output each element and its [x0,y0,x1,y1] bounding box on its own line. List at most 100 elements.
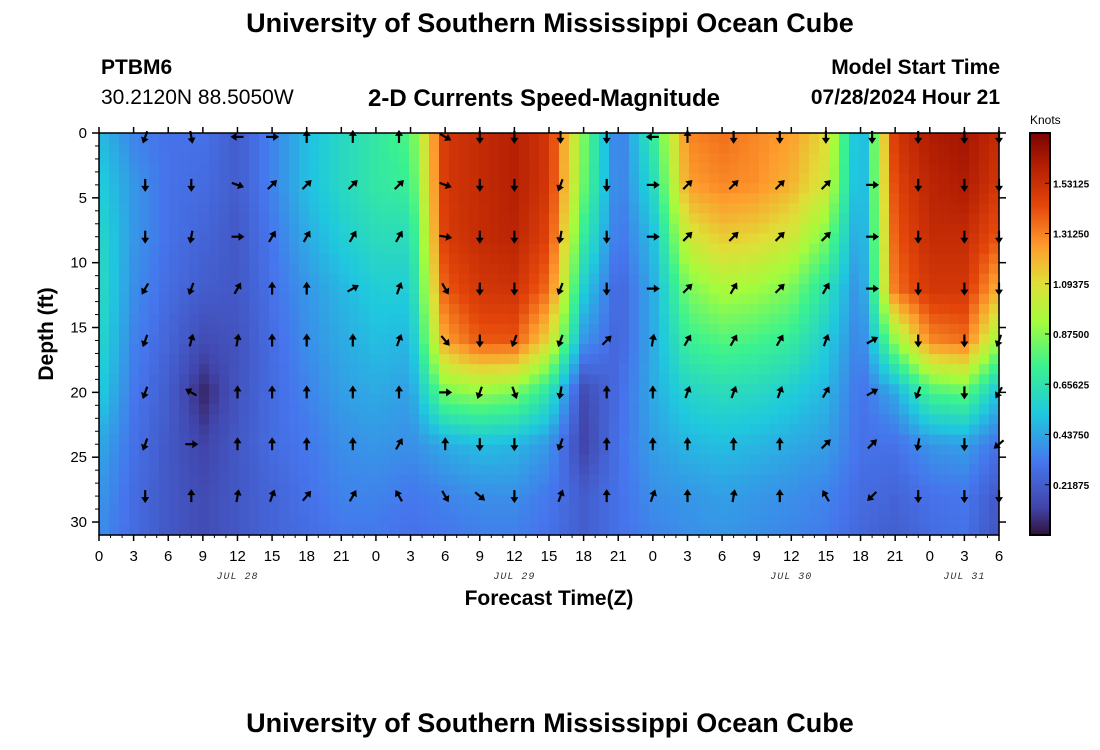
heatmap-cell [209,153,220,164]
heatmap-cell [669,334,680,345]
heatmap-cell [849,384,860,395]
heatmap-cell [99,524,110,536]
heatmap-cell [879,414,890,426]
heatmap-cell [829,253,840,265]
heatmap-cell [389,404,400,415]
heatmap-cell [419,364,430,375]
x-tick-label: 18 [298,548,315,565]
heatmap-cell [159,394,170,405]
heatmap-cell [729,203,740,214]
heatmap-cell [969,514,980,526]
heatmap-cell [799,153,810,164]
heatmap-cell [759,484,770,496]
heatmap-cell [849,153,860,164]
heatmap-cell [539,444,550,456]
heatmap-cell [679,143,690,154]
heatmap-cell [829,354,840,365]
heatmap-cell [409,303,420,315]
heatmap-cell [879,394,890,405]
heatmap-cell [149,434,160,446]
heatmap-cell [819,504,830,516]
heatmap-cell [649,253,660,265]
heatmap-cell [169,464,180,476]
heatmap-cell [509,143,520,154]
heatmap-cell [309,133,320,144]
heatmap-cell [289,414,300,426]
heatmap-cell [919,203,930,214]
heatmap-cell [279,354,290,365]
heatmap-cell [679,434,690,446]
heatmap-cell [529,514,540,526]
heatmap-cell [649,293,660,305]
heatmap-cell [619,143,630,154]
heatmap-cell [409,193,420,204]
heatmap-cell [679,454,690,466]
heatmap-cell [179,354,190,365]
heatmap-cell [679,354,690,365]
heatmap-cell [159,263,170,275]
heatmap-cell [389,243,400,255]
heatmap-cell [589,273,600,285]
heatmap-cell [439,384,450,395]
heatmap-cell [669,454,680,466]
heatmap-cell [549,243,560,255]
heatmap-cell [559,203,570,214]
heatmap-cell [549,424,560,436]
heatmap-cell [199,494,210,506]
heatmap-cell [499,253,510,265]
heatmap-cell [869,364,880,375]
heatmap-cell [419,163,430,174]
heatmap-cell [769,313,780,325]
heatmap-cell [399,273,410,285]
heatmap-cell [619,243,630,255]
heatmap-cell [459,444,470,456]
heatmap-cell [209,344,220,355]
heatmap-cell [369,514,380,526]
heatmap-cell [429,414,440,426]
x-tick-label: 0 [926,548,934,565]
heatmap-cell [609,384,620,395]
heatmap-cell [529,344,540,355]
heatmap-cell [639,414,650,426]
heatmap-cell [159,193,170,204]
heatmap-cell [119,374,130,385]
heatmap-cell [889,334,900,345]
heatmap-cell [959,504,970,516]
heatmap-cell [299,203,310,214]
heatmap-cell [349,163,360,174]
heatmap-cell [409,424,420,436]
heatmap-cell [269,243,280,255]
heatmap-cell [609,504,620,516]
heatmap-cell [229,193,240,204]
heatmap-cell [679,344,690,355]
heatmap-cell [929,213,940,225]
heatmap-cell [509,213,520,225]
heatmap-cell [949,444,960,456]
heatmap-cell [879,464,890,476]
heatmap-cell [129,323,140,335]
heatmap-cell [119,133,130,144]
heatmap-cell [719,514,730,526]
heatmap-cell [389,323,400,335]
heatmap-cell [359,434,370,446]
heatmap-cell [389,364,400,375]
heatmap-cell [949,404,960,415]
current-arrow [960,334,969,348]
heatmap-cell [559,504,570,516]
heatmap-cell [549,283,560,295]
heatmap-cell [429,323,440,335]
heatmap-cell [719,494,730,506]
heatmap-cell [239,524,250,536]
current-arrow [475,334,484,348]
heatmap-cell [209,394,220,405]
heatmap-cell [539,384,550,395]
heatmap-cell [759,213,770,225]
heatmap-cell [779,474,790,486]
heatmap-cell [759,384,770,395]
heatmap-cell [809,334,820,345]
heatmap-cell [349,354,360,365]
heatmap-cell [399,414,410,426]
heatmap-cell [709,193,720,204]
heatmap-cell [949,233,960,245]
heatmap-cell [839,193,850,204]
